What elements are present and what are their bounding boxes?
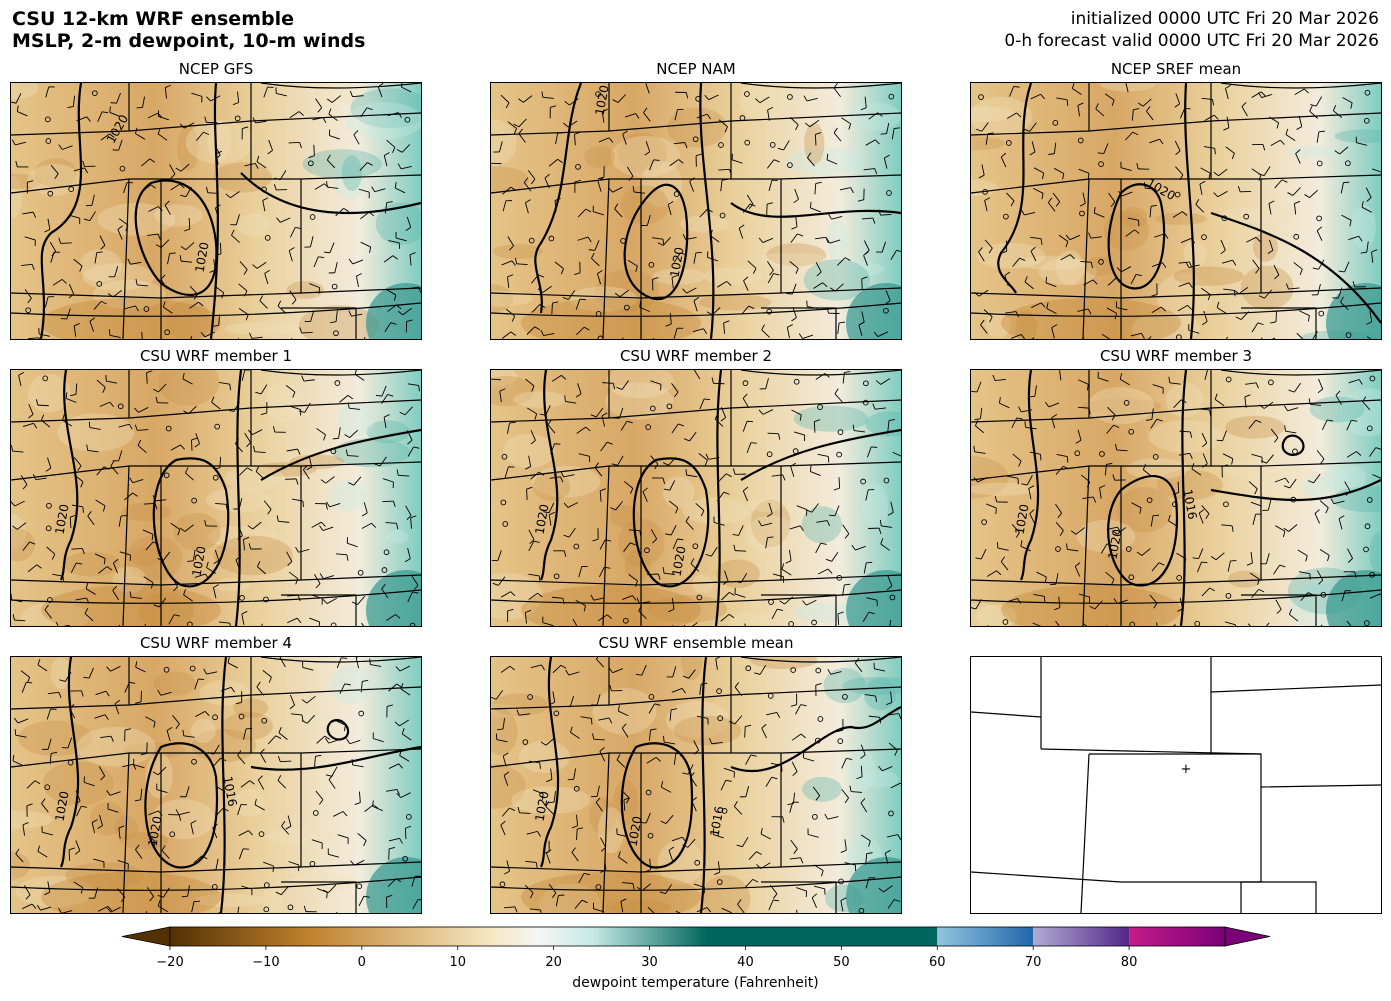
title-line-2: MSLP, 2-m dewpoint, 10-m winds bbox=[12, 30, 366, 52]
colorbar-tick-label: 30 bbox=[641, 955, 658, 970]
forecast-map-panel: 1020 1020 bbox=[10, 369, 422, 627]
svg-text:1020: 1020 bbox=[670, 545, 689, 578]
forecast-map-panel: 1020 1020 bbox=[10, 82, 422, 340]
colorbar-tick-label: 70 bbox=[1024, 955, 1042, 970]
svg-text:+: + bbox=[1181, 762, 1192, 777]
svg-text:1020: 1020 bbox=[146, 815, 165, 848]
forecast-map-panel: 1020 1020 1016 bbox=[10, 656, 422, 914]
colorbar-tick-label: 50 bbox=[833, 955, 850, 970]
valid-time: 0-h forecast valid 0000 UTC Fri 20 Mar 2… bbox=[1004, 31, 1379, 51]
svg-text:1020: 1020 bbox=[626, 815, 645, 848]
svg-text:1020: 1020 bbox=[593, 84, 612, 117]
svg-text:1020: 1020 bbox=[1013, 503, 1032, 536]
colorbar-tick-label: 40 bbox=[737, 955, 754, 970]
map-svg: 1020 1020 1016 bbox=[491, 657, 901, 913]
panel-title: NCEP GFS bbox=[178, 60, 254, 78]
main-title: CSU 12-km WRF ensemble MSLP, 2-m dewpoin… bbox=[12, 8, 365, 52]
map-svg: 1020 bbox=[971, 83, 1381, 339]
svg-text:1020: 1020 bbox=[533, 503, 552, 536]
init-time: initialized 0000 UTC Fri 20 Mar 2026 bbox=[1070, 9, 1379, 29]
forecast-map-panel: 1020 1020 1016 bbox=[490, 656, 902, 914]
panel-title: CSU WRF ensemble mean bbox=[598, 634, 794, 652]
map-svg: 1020 1020 bbox=[491, 83, 901, 339]
svg-text:1016: 1016 bbox=[708, 805, 727, 838]
map-svg: 1020 1020 1016 bbox=[971, 370, 1381, 626]
panel-title: CSU WRF member 2 bbox=[619, 347, 773, 365]
svg-text:1020: 1020 bbox=[53, 503, 72, 536]
panel-title: CSU WRF member 1 bbox=[139, 347, 293, 365]
forecast-info: initialized 0000 UTC Fri 20 Mar 2026 0-h… bbox=[1004, 8, 1379, 52]
svg-text:1016: 1016 bbox=[220, 775, 239, 808]
svg-text:1020: 1020 bbox=[193, 241, 212, 274]
svg-text:1020: 1020 bbox=[53, 790, 72, 823]
forecast-map-panel: 1020 1020 bbox=[490, 369, 902, 627]
svg-text:1016: 1016 bbox=[1180, 488, 1199, 521]
map-svg: 1020 1020 bbox=[491, 370, 901, 626]
colorbar-tick-label: 80 bbox=[1120, 955, 1138, 970]
colorbar-tick-label: 0 bbox=[357, 955, 366, 970]
colorbar-tick-label: 10 bbox=[449, 955, 466, 970]
colorbar-tick-label: 60 bbox=[928, 955, 946, 970]
terrain-map-panel: + bbox=[970, 656, 1382, 914]
panel-title: NCEP NAM bbox=[656, 60, 736, 78]
svg-text:1020: 1020 bbox=[533, 790, 552, 823]
svg-text:1020: 1020 bbox=[190, 545, 209, 578]
forecast-map-panel: 1020 1020 bbox=[490, 82, 902, 340]
map-svg: + bbox=[971, 657, 1381, 913]
forecast-map-panel: 1020 1020 1016 bbox=[970, 369, 1382, 627]
colorbar-tick-label: −20 bbox=[156, 955, 184, 970]
panel-title: CSU WRF member 3 bbox=[1099, 347, 1253, 365]
panel-title: NCEP SREF mean bbox=[1110, 60, 1242, 78]
panel-title: CSU WRF member 4 bbox=[139, 634, 293, 652]
map-svg: 1020 1020 bbox=[11, 370, 421, 626]
svg-text:1020: 1020 bbox=[668, 246, 687, 279]
colorbar-tick-label: −10 bbox=[252, 955, 280, 970]
title-line-1: CSU 12-km WRF ensemble bbox=[12, 8, 294, 30]
forecast-map-panel: 1020 bbox=[970, 82, 1382, 340]
map-svg: 1020 1020 1016 bbox=[11, 657, 421, 913]
colorbar-tick-label: 20 bbox=[545, 955, 562, 970]
svg-text:1020: 1020 bbox=[1106, 528, 1125, 561]
colorbar-label: dewpoint temperature (Fahrenheit) bbox=[572, 975, 819, 991]
